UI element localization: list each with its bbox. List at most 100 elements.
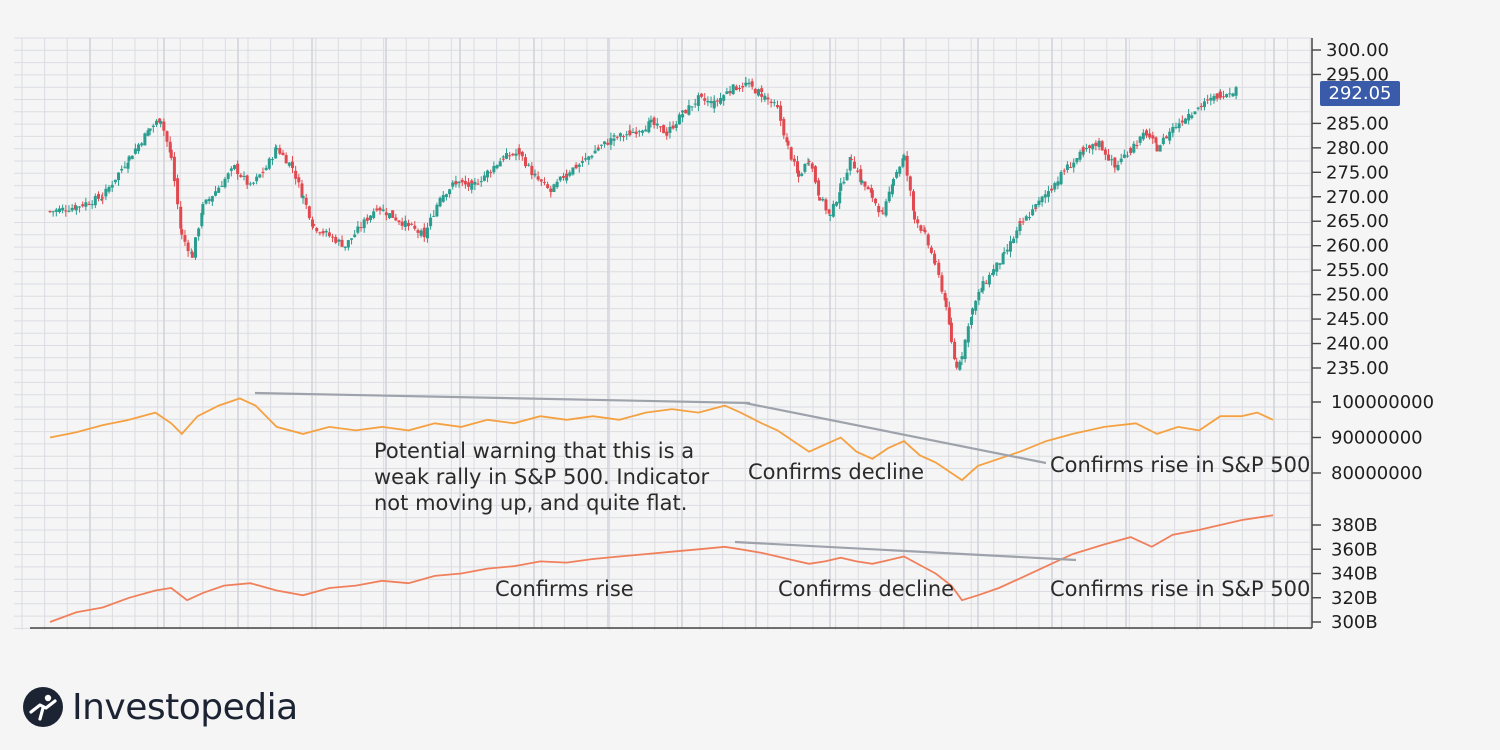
candle-body [1144,130,1148,136]
candle-body [655,123,659,126]
candle-body [1206,99,1210,101]
candle-body [668,126,672,133]
candle-body [523,157,527,167]
candle-body [974,300,978,311]
candle-body [233,165,237,169]
candle-body [1199,105,1203,108]
candle-body [334,237,338,243]
candle-body [772,102,776,104]
candle-body [201,204,205,215]
candle-body [681,114,685,118]
candle-body [346,240,350,248]
candle-body [766,97,770,100]
candle-body [168,141,172,153]
candle-body [596,147,600,149]
candle-body [1018,221,1022,223]
candle-body [372,211,376,218]
candle-body [1177,123,1181,129]
candle-body [584,158,588,160]
candle-body [756,89,760,96]
candle-body [391,210,395,218]
candle-body [606,142,610,145]
candle-body [881,212,885,214]
candle-body [810,163,814,169]
candle-body [684,109,688,114]
candle-body [470,183,474,190]
candle-body [690,106,694,108]
candle-body [618,133,622,137]
candle-body [849,158,853,161]
candle-body [356,226,360,233]
candle-body [1046,191,1050,197]
candle-body [321,231,325,234]
candle-body [236,163,240,175]
candle-body [1078,151,1082,160]
candle-body [536,176,540,180]
annotation-weak-rally: Potential warning that this is a weak ra… [374,439,710,515]
candle-body [1065,164,1069,169]
candle-body [1075,158,1079,163]
candle-body [916,219,920,224]
candle-body [696,95,700,106]
candle-body [933,253,937,264]
candle-body [902,155,906,161]
candle-body [1148,133,1152,138]
y-tick-label-price: 285.00 [1326,113,1389,134]
candle-body [1165,136,1169,139]
candle-body [966,326,970,343]
candle-body [193,237,197,258]
candle-body [796,161,800,174]
candle-body [486,171,490,174]
candle-body [963,339,967,359]
candle-body [831,203,835,217]
candle-body [1056,181,1060,186]
candle-body [1119,158,1123,163]
candle-body [226,173,230,179]
candle-body [1129,148,1133,151]
candle-body [1043,194,1047,198]
candle-body [609,138,613,145]
candle-body [866,186,870,190]
candle-body [126,162,130,169]
candle-body [859,169,863,183]
candle-body [397,220,401,223]
candle-body [508,155,512,157]
candle-body [1059,172,1063,185]
candle-body [394,217,398,221]
candle-body [359,227,363,229]
candle-body [1018,223,1022,232]
y-tick-label-price: 270.00 [1326,187,1389,208]
candle-body [248,183,252,185]
candle-body [297,177,301,183]
candle-body [1215,93,1219,99]
candle-body [662,125,666,134]
candle-body [984,282,988,284]
candle-body [603,141,607,145]
candle-body [1062,170,1066,172]
candle-body [448,189,452,195]
candle-body [1040,196,1044,203]
candle-body [501,156,505,158]
y-tick-label-indicator1: 100000000 [1331,392,1434,413]
candle-body [190,252,194,258]
candle-body [731,84,735,95]
candle-body [93,196,97,206]
candle-body [51,211,55,213]
candle-body [70,207,74,211]
candle-body [561,175,565,178]
y-tick-label-indicator1: 80000000 [1331,463,1423,484]
candle-body [1069,167,1073,169]
candle-body [1141,132,1145,140]
candle-body [940,275,944,292]
candle-body [54,209,58,212]
candle-body [130,155,134,160]
y-tick-label-indicator2: 340B [1331,564,1378,585]
candle-body [369,215,373,221]
candle-body [998,263,1002,265]
candle-body [628,130,632,136]
candle-body [264,167,268,171]
candle-body [514,153,518,156]
candle-body [1187,116,1191,118]
candle-body [127,156,131,161]
candle-body [107,186,111,192]
